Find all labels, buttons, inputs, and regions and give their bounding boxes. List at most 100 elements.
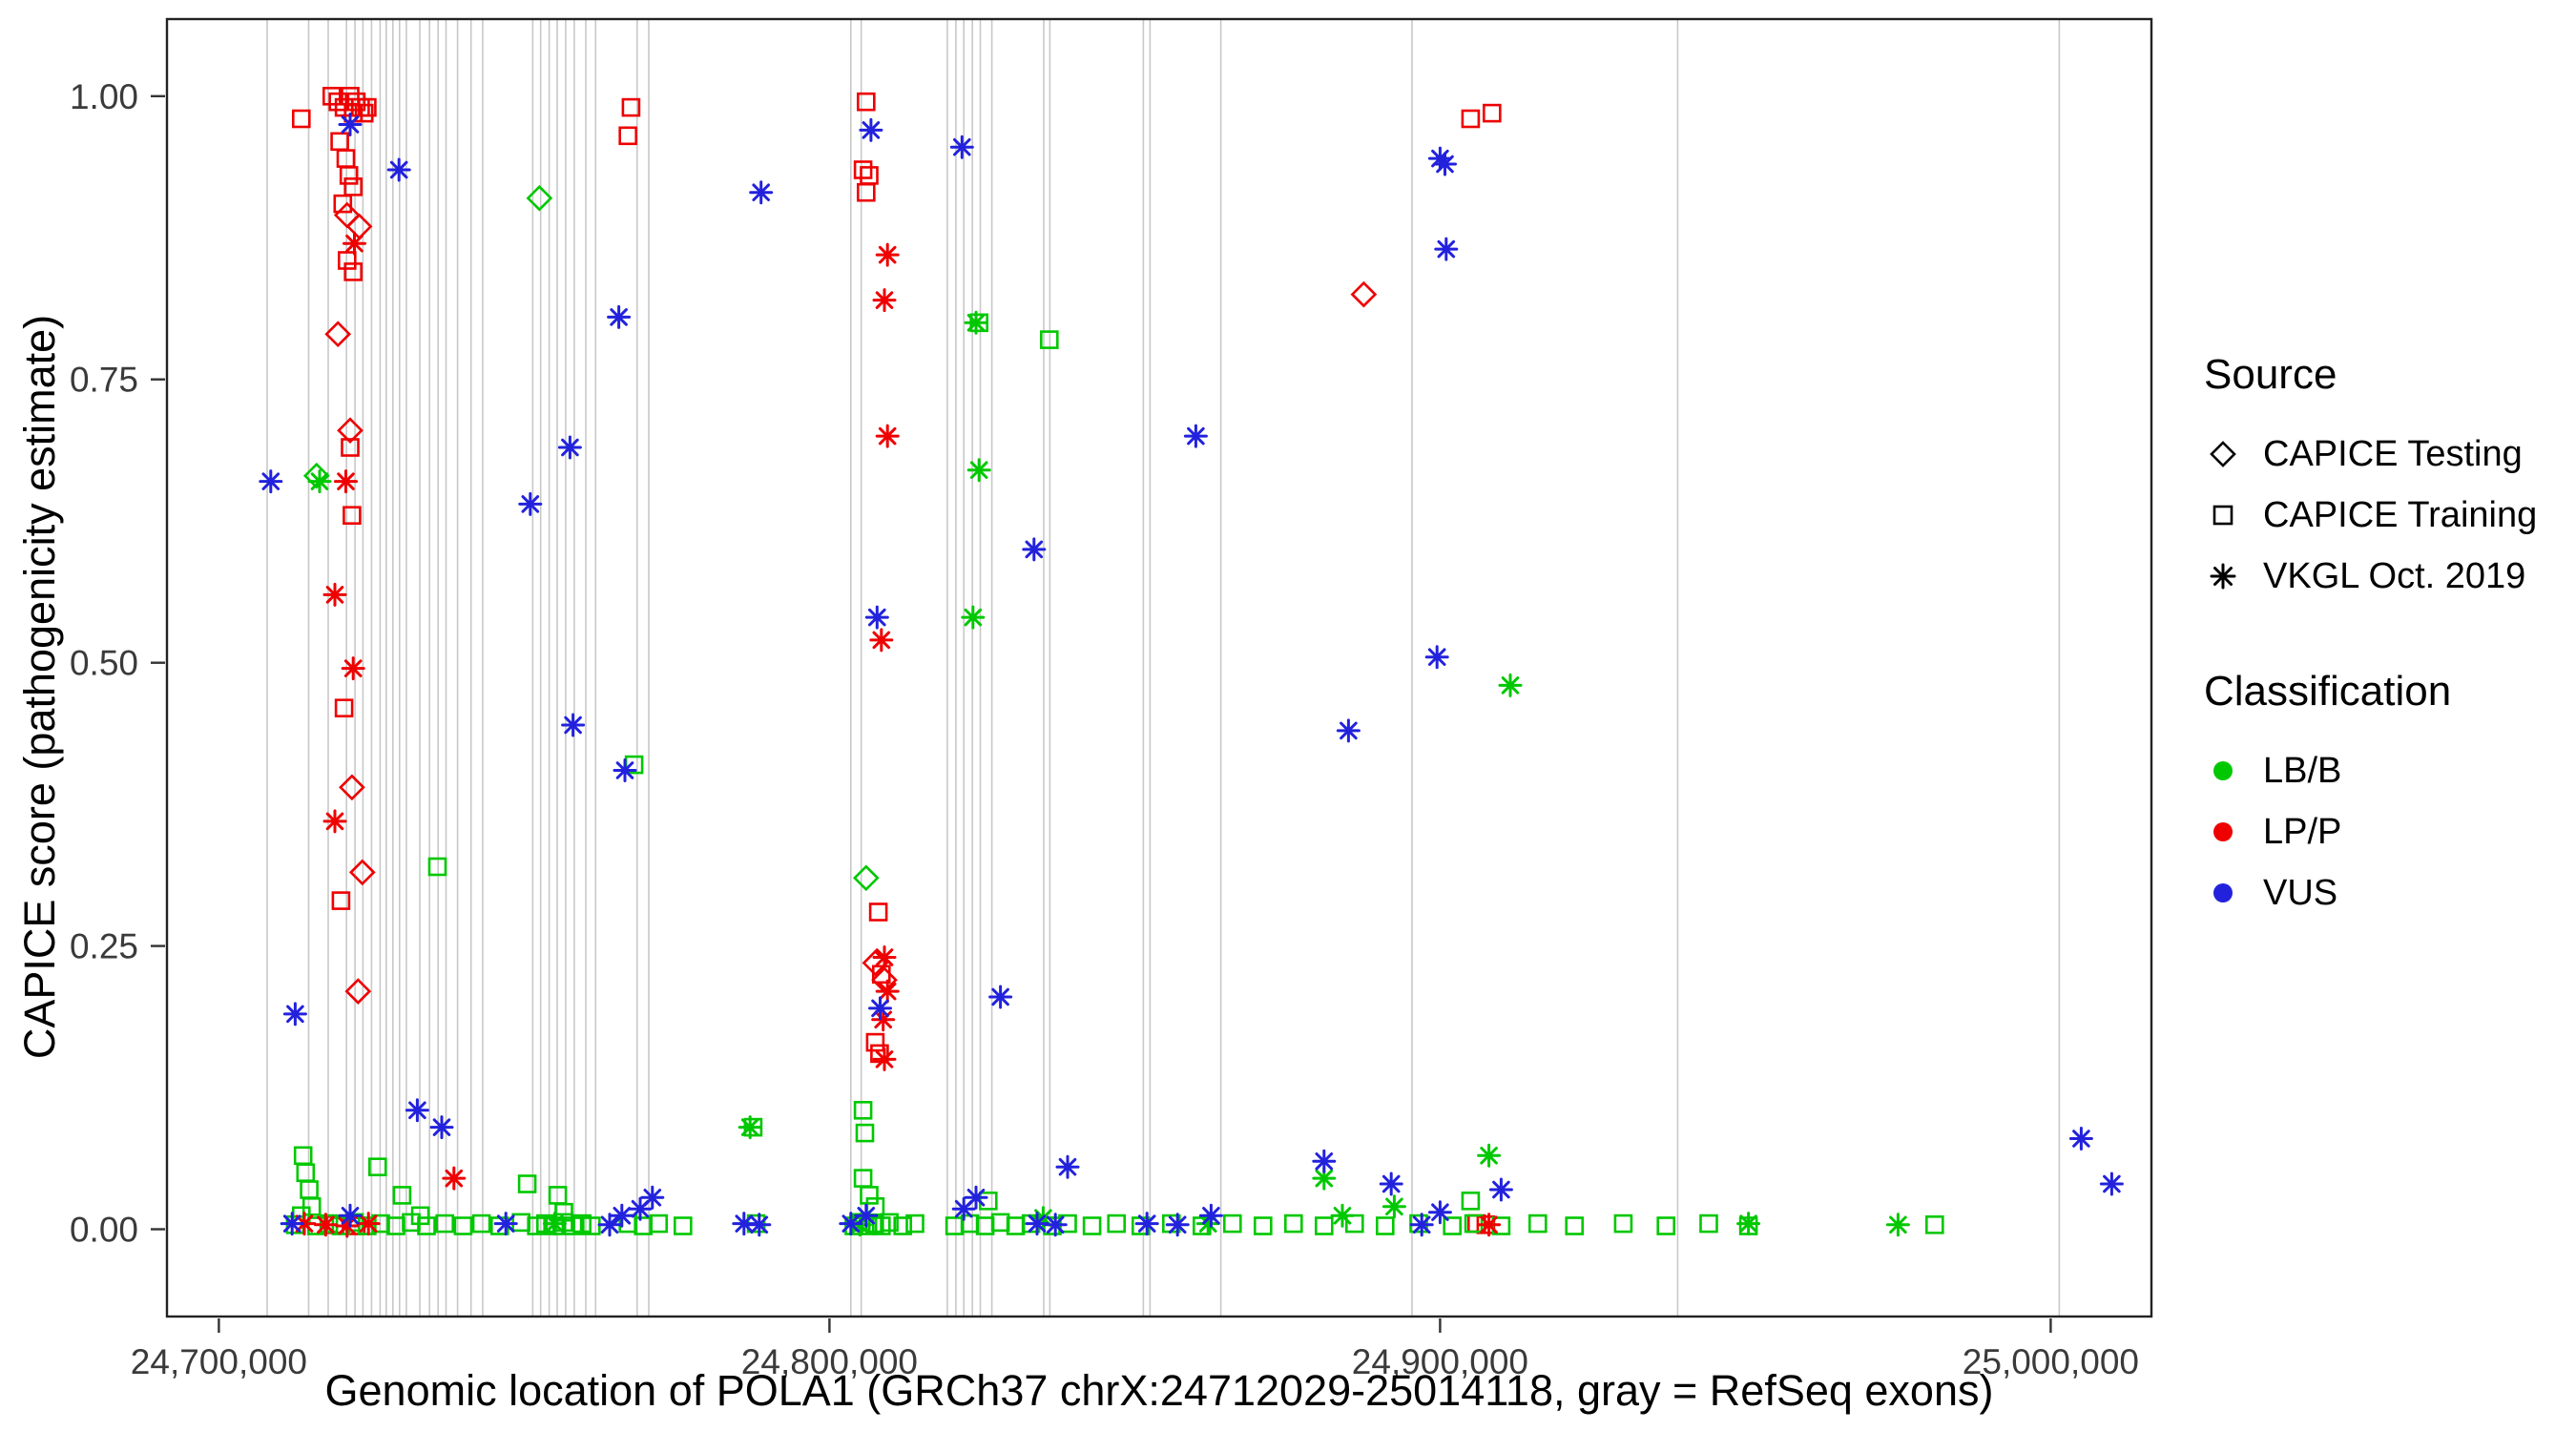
data-point-asterisk xyxy=(749,180,774,205)
data-point-square xyxy=(860,166,879,185)
data-point-asterisk xyxy=(518,491,543,516)
data-point-diamond xyxy=(1350,280,1378,308)
data-point-diamond xyxy=(337,417,364,445)
legend-item-lpp: LP/P xyxy=(2204,801,2537,862)
legend-classification-title: Classification xyxy=(2204,668,2452,715)
legend-label-lpp: LP/P xyxy=(2263,811,2342,852)
data-point-square xyxy=(1223,1213,1242,1234)
data-point-square xyxy=(367,1157,387,1176)
data-point-square xyxy=(417,1216,436,1235)
data-point-asterisk xyxy=(640,1185,665,1210)
data-point-square xyxy=(330,132,349,152)
data-point-square xyxy=(853,1101,873,1120)
data-point-asterisk xyxy=(1165,1213,1190,1237)
data-point-square xyxy=(1528,1213,1548,1234)
data-point-asterisk xyxy=(872,288,897,313)
data-point-square xyxy=(853,160,873,179)
lbb-dot-icon xyxy=(2213,761,2233,780)
data-point-square xyxy=(341,87,360,106)
legend-label-lbb: LB/B xyxy=(2263,750,2342,791)
data-point-asterisk xyxy=(341,656,365,681)
data-point-square xyxy=(1613,1213,1633,1234)
data-point-diamond xyxy=(852,864,880,892)
data-point-square xyxy=(386,1216,405,1235)
data-point-asterisk xyxy=(1381,1194,1406,1219)
legend-item-vus: VUS xyxy=(2204,862,2537,923)
data-point-asterisk xyxy=(557,435,582,460)
data-point-asterisk xyxy=(356,1212,381,1236)
legend-label-capice-testing: CAPICE Testing xyxy=(2263,433,2523,474)
legend-item-capice-training: CAPICE Training xyxy=(2204,485,2537,546)
data-point-square xyxy=(871,964,891,985)
data-point-asterisk xyxy=(868,996,892,1021)
data-point-square xyxy=(296,1163,316,1182)
data-point-square xyxy=(893,1216,913,1235)
data-point-asterisk xyxy=(1427,1200,1452,1225)
data-point-square xyxy=(1284,1213,1303,1234)
data-point-square xyxy=(945,1216,965,1235)
data-point-square xyxy=(1656,1216,1675,1235)
data-point-square xyxy=(1461,1192,1481,1211)
data-point-asterisk xyxy=(386,157,411,182)
data-point-asterisk xyxy=(1433,152,1457,176)
data-point-asterisk xyxy=(338,1203,363,1228)
data-point-square xyxy=(856,92,876,112)
data-point-asterisk xyxy=(313,1213,338,1237)
data-point-diamond xyxy=(345,213,373,240)
data-point-square xyxy=(905,1213,924,1234)
data-point-asterisk xyxy=(1424,645,1449,670)
data-point-square xyxy=(860,1186,879,1205)
data-point-square xyxy=(343,506,362,526)
data-point-square xyxy=(868,902,888,922)
legend-label-capice-training: CAPICE Training xyxy=(2263,494,2538,535)
data-point-asterisk xyxy=(493,1212,518,1236)
data-point-square xyxy=(673,1216,693,1235)
data-point-square xyxy=(1082,1216,1102,1235)
data-point-square xyxy=(1565,1216,1584,1235)
data-point-square xyxy=(339,166,359,185)
data-point-square xyxy=(975,1216,995,1235)
data-point-asterisk xyxy=(854,1203,879,1228)
data-point-square xyxy=(343,177,364,197)
data-point-square xyxy=(337,251,357,270)
diamond-icon xyxy=(2210,441,2236,467)
legend-item-lbb: LB/B xyxy=(2204,740,2537,801)
data-point-asterisk xyxy=(737,1115,762,1140)
data-point-asterisk xyxy=(1043,1213,1068,1237)
data-point-square xyxy=(853,1169,873,1188)
data-point-diamond xyxy=(344,978,372,1005)
data-point-square xyxy=(334,698,354,718)
legend-source-title: Source xyxy=(2204,351,2337,398)
data-point-asterisk xyxy=(607,304,632,329)
lpp-dot-icon xyxy=(2213,822,2233,841)
data-point-asterisk xyxy=(1198,1203,1223,1228)
data-point-asterisk xyxy=(1379,1172,1403,1196)
data-point-asterisk xyxy=(961,605,986,630)
data-point-asterisk xyxy=(597,1213,622,1237)
data-point-asterisk xyxy=(859,117,883,142)
data-point-square xyxy=(392,1186,412,1205)
data-point-asterisk xyxy=(949,135,974,159)
vus-dot-icon xyxy=(2213,883,2233,902)
legend: Source CAPICE Testing CAPICE Training xyxy=(2204,351,2537,923)
y-axis-title: CAPICE score (pathogenicity estimate) xyxy=(15,314,64,1060)
data-point-asterisk xyxy=(322,582,347,607)
x-tick-label: 25,000,000 xyxy=(1963,1342,2139,1381)
data-point-asterisk xyxy=(869,628,894,653)
data-point-asterisk xyxy=(343,231,366,256)
data-point-square xyxy=(435,1213,455,1234)
data-point-asterisk xyxy=(561,713,586,737)
x-tick-label: 24,700,000 xyxy=(131,1342,307,1381)
y-tick-label: 0.25 xyxy=(70,927,138,966)
legend-label-vkgl: VKGL Oct. 2019 xyxy=(2263,555,2526,596)
data-point-square xyxy=(322,87,342,106)
data-point-diamond xyxy=(348,859,376,886)
data-point-asterisk xyxy=(613,758,637,782)
data-point-asterisk xyxy=(628,1196,653,1221)
data-point-square xyxy=(979,1192,998,1211)
y-tick-label: 0.75 xyxy=(70,361,138,400)
data-point-square xyxy=(343,262,364,281)
data-point-square xyxy=(1107,1213,1126,1234)
data-point-square xyxy=(1925,1215,1944,1234)
